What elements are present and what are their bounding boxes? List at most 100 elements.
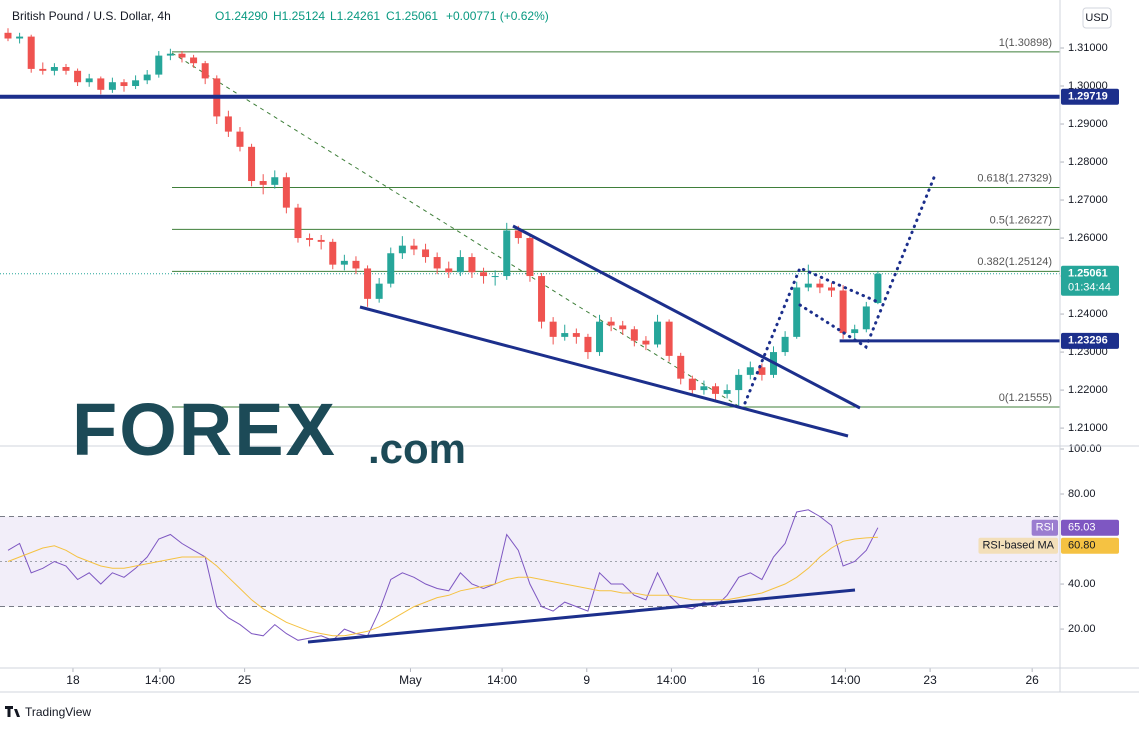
tradingview-icon [5, 706, 20, 717]
last-price-label: 1.25061 [1068, 268, 1108, 280]
candle-body [828, 287, 836, 291]
candle-body [862, 306, 870, 330]
x-tick-label: 25 [238, 673, 252, 687]
y-tick-label: 1.22000 [1068, 384, 1108, 396]
candle-body [62, 67, 70, 71]
candle-body [758, 367, 766, 375]
candle-body [224, 116, 232, 132]
candle-body [259, 181, 267, 185]
candle-body [352, 260, 360, 269]
candle-body [735, 374, 743, 391]
candle-body [804, 283, 812, 288]
y-tick-label: 20.00 [1068, 623, 1096, 635]
candle-body [700, 386, 708, 391]
candle-body [282, 177, 290, 208]
price-label: 1.23296 [1068, 335, 1108, 347]
candle-body [4, 32, 12, 39]
legend-change: +0.00771 (+0.62%) [446, 9, 549, 23]
fib-level-label: 1(1.30898) [999, 37, 1052, 49]
candle-body [851, 329, 859, 334]
candle-body [445, 268, 453, 273]
drawings [307, 173, 937, 644]
y-tick-label: 1.31000 [1068, 42, 1108, 54]
x-tick-label: May [399, 673, 422, 687]
candle-body [248, 146, 256, 182]
candle-body [677, 355, 685, 379]
legend-low: L1.24261 [330, 9, 380, 23]
price-label: 1.29719 [1068, 91, 1108, 103]
candle-body [155, 55, 163, 75]
rsi-line [7, 536, 878, 637]
candle-body [27, 36, 35, 69]
candle-body [120, 82, 128, 87]
candle-body [549, 321, 557, 337]
candle-body [190, 57, 198, 64]
candle-body [294, 207, 302, 239]
legend-name-box [978, 537, 1058, 554]
y-tick-label: 1.28000 [1068, 156, 1108, 168]
legend-high: H1.25124 [273, 9, 325, 23]
x-tick-label: 14:00 [145, 673, 175, 687]
x-tick-label: 18 [66, 673, 80, 687]
fib-level-label: 0.618(1.27329) [977, 172, 1052, 184]
currency-label[interactable]: USD [1085, 12, 1108, 24]
candle-body [526, 238, 534, 277]
candle-body [654, 321, 662, 345]
legend-name: RSI-based MA [982, 540, 1054, 552]
candle-body [596, 321, 604, 353]
fib-level-label: 0.5(1.26227) [990, 214, 1052, 226]
candle-body [572, 333, 580, 337]
plot-layer: 1.210001.220001.230001.240001.250001.260… [0, 28, 1119, 687]
candle-body [410, 245, 418, 250]
candle-body [480, 272, 488, 277]
candle-body [793, 287, 801, 337]
candle-body [781, 336, 789, 353]
candle-body [630, 329, 638, 341]
candle-body [387, 253, 395, 284]
y-tick-label: 1.24000 [1068, 308, 1108, 320]
candle-body [839, 290, 847, 334]
candle-body [306, 238, 314, 240]
footer-logo [5, 706, 20, 717]
candle-body [433, 257, 441, 269]
candle-body [642, 340, 650, 345]
candle-body [874, 273, 882, 304]
rsi-trend-line [307, 588, 856, 644]
chart-title: British Pound / U.S. Dollar, 4h [12, 9, 171, 23]
legend-close: C1.25061 [386, 9, 438, 23]
candle-body [723, 390, 731, 394]
candle-body [39, 68, 47, 71]
x-tick-label: 23 [923, 673, 937, 687]
candle-body [340, 260, 348, 265]
fib-level-label: 0.382(1.25124) [977, 256, 1052, 268]
y-tick-label: 100.00 [1068, 443, 1102, 455]
candle-body [16, 36, 24, 39]
candle-body [468, 257, 476, 273]
currency-box[interactable] [1082, 7, 1112, 29]
series-value-box [1061, 519, 1119, 536]
series-value-box [1061, 537, 1119, 554]
candle-body [456, 257, 464, 273]
candle-body [746, 367, 754, 375]
candle-body [74, 70, 82, 83]
candle-body [561, 333, 569, 337]
y-tick-label: 80.00 [1068, 488, 1096, 500]
countdown-label: 01:34:44 [1068, 282, 1111, 294]
candle-body [132, 80, 140, 87]
candle-body [398, 245, 406, 254]
candle-body [816, 283, 824, 288]
projection-dotted-line [743, 173, 937, 405]
candle-body [712, 386, 720, 394]
candle-body [619, 325, 627, 330]
last-price-box [1061, 265, 1119, 296]
series-value-label: 65.03 [1068, 522, 1096, 534]
footer-brand: TradingView [25, 705, 91, 719]
candle-body [584, 336, 592, 353]
candle-body [50, 67, 58, 71]
candle-body [329, 241, 337, 265]
candle-body [364, 268, 372, 299]
candle-body [108, 82, 116, 90]
candle-body [538, 276, 546, 322]
